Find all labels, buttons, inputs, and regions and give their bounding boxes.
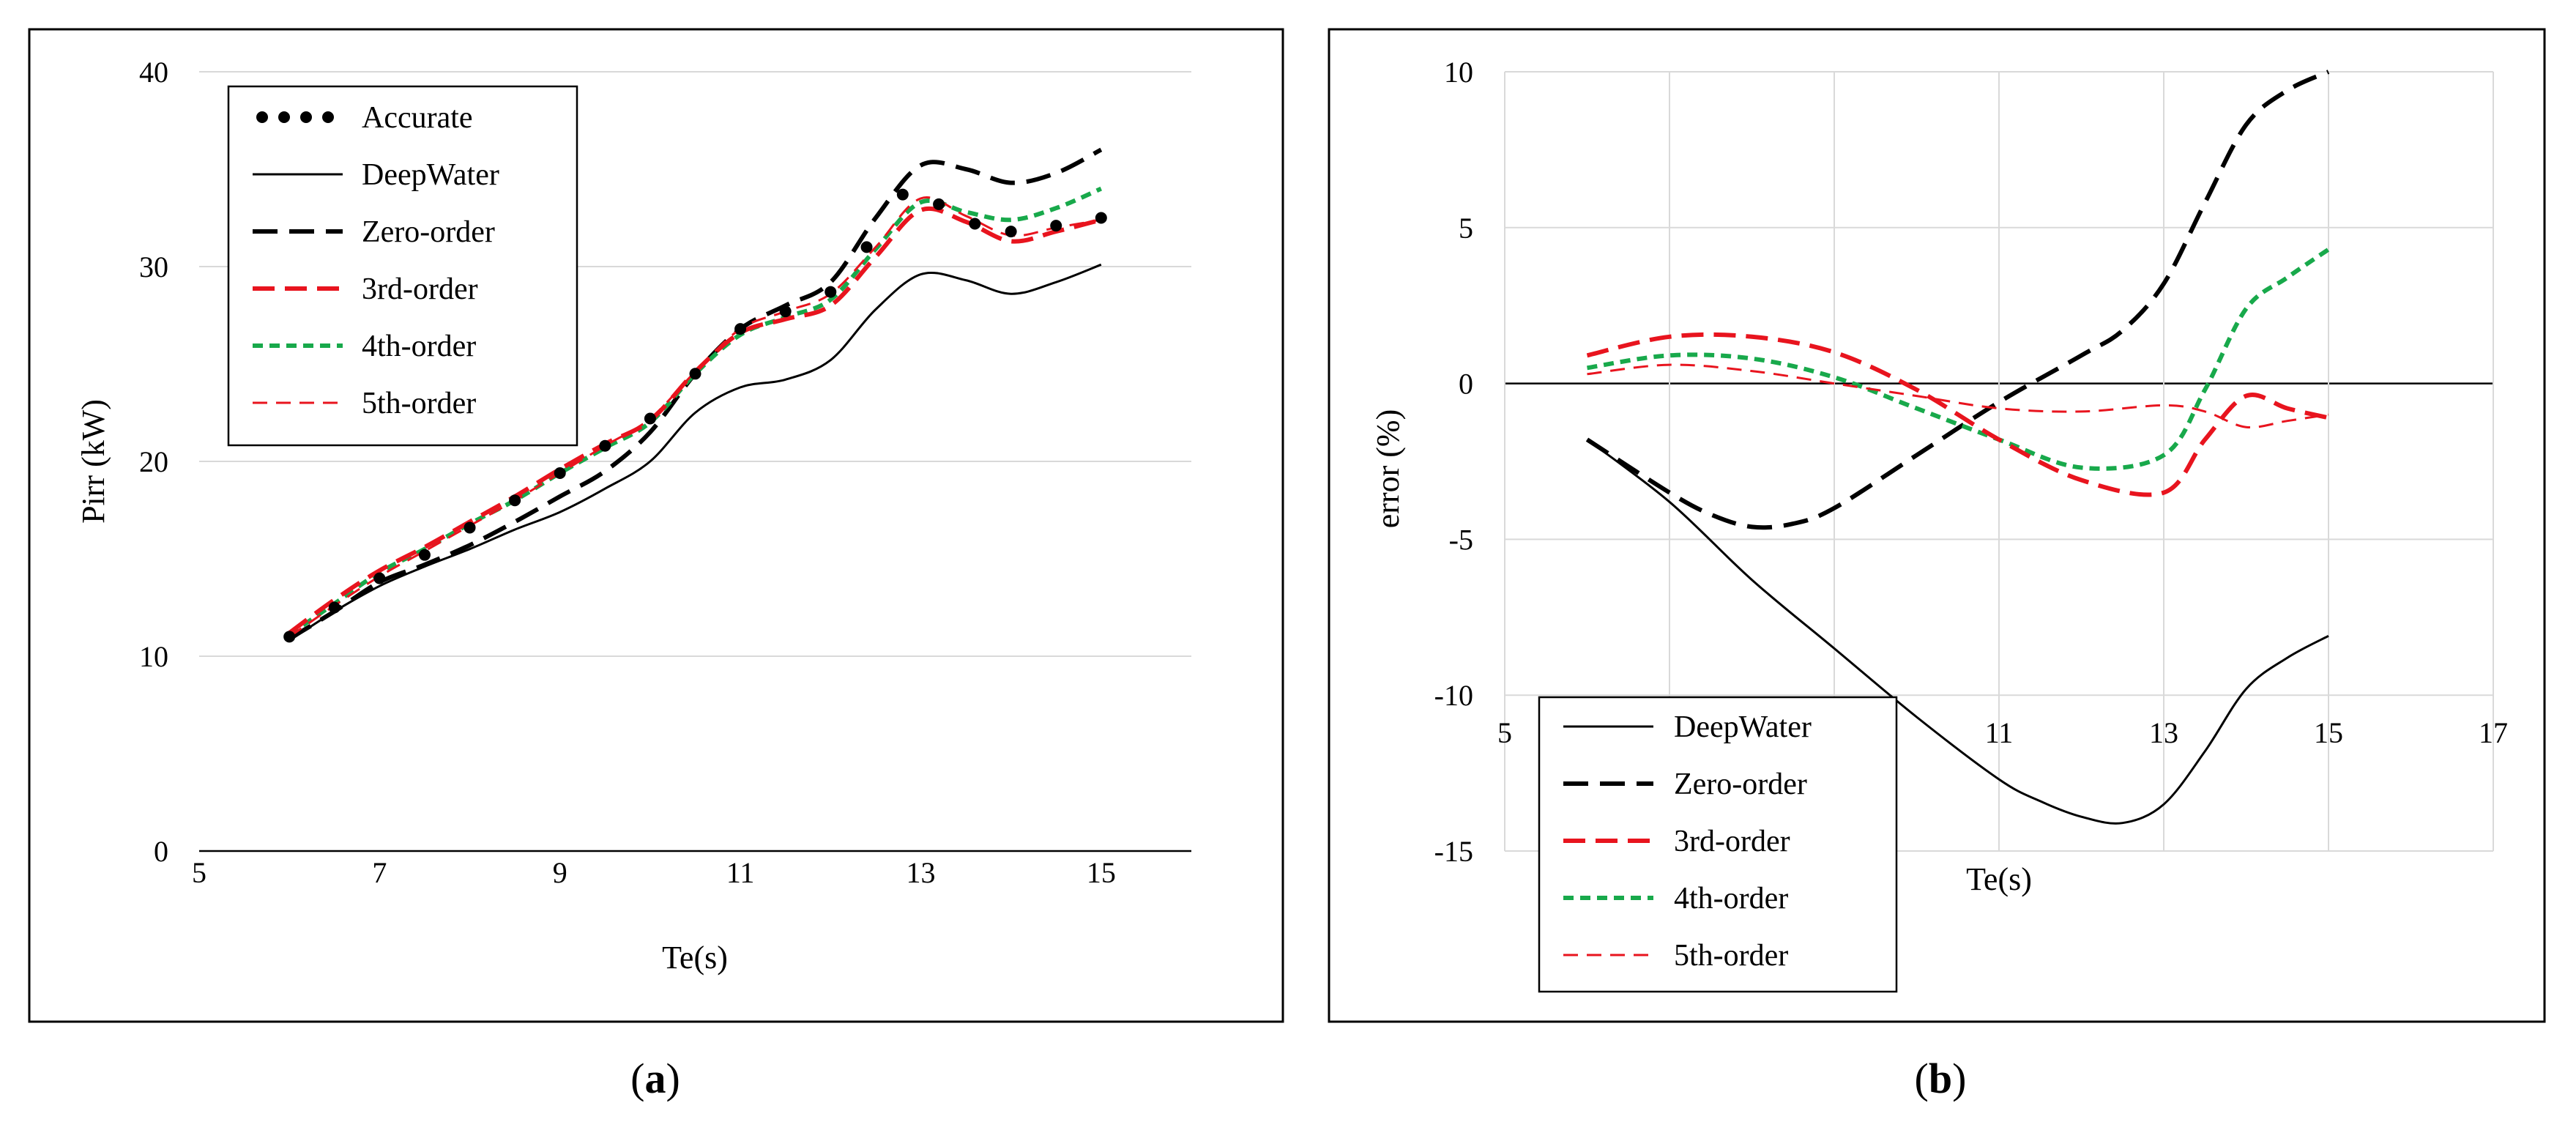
panel-a-y-axis-label: Pirr (kW)	[75, 399, 111, 524]
legend-entry-3rd-order: 3rd-order	[1563, 825, 1790, 858]
panel-a-series	[283, 147, 1107, 643]
legend-entry-zero-order: Zero-order	[253, 215, 495, 249]
x-tick-label: 13	[906, 856, 935, 889]
legend-label-3rd-order: 3rd-order	[1674, 825, 1790, 858]
data-point	[689, 368, 701, 380]
data-point	[824, 286, 837, 298]
legend-entry-5th-order: 5th-order	[1563, 939, 1788, 973]
data-point	[418, 549, 431, 561]
caption-b-letter: b	[1929, 1055, 1952, 1102]
panel-b-legend-box	[1538, 696, 1898, 993]
data-point	[328, 601, 340, 614]
panel-a-legend-box	[227, 85, 578, 447]
x-tick-label: 9	[553, 856, 567, 889]
legend-label-4th-order: 4th-order	[1674, 882, 1788, 915]
legend-label-3rd-order: 3rd-order	[362, 272, 478, 306]
y-tick-label: 0	[154, 835, 168, 868]
caption-a-letter: a	[645, 1055, 666, 1102]
legend-entry-4th-order: 4th-order	[253, 330, 476, 363]
data-point	[1095, 212, 1107, 224]
x-tick-label: 5	[1497, 716, 1512, 749]
data-point	[933, 198, 945, 210]
series-3rd-order	[1586, 332, 2329, 497]
data-point	[464, 521, 476, 534]
x-tick-label: 11	[1985, 716, 2014, 749]
panel-b-series	[1585, 70, 2330, 825]
y-tick-label: 0	[1459, 368, 1473, 401]
legend-label-accurate: Accurate	[362, 101, 473, 135]
data-point	[373, 572, 386, 584]
data-point	[599, 439, 611, 452]
caption-b-open: (	[1915, 1055, 1929, 1102]
x-tick-label: 13	[2149, 716, 2178, 749]
y-tick-label: 10	[139, 640, 168, 673]
series-deepwater	[1586, 439, 2329, 825]
legend-label-deepwater: DeepWater	[1674, 710, 1812, 744]
x-tick-label: 11	[726, 856, 755, 889]
x-tick-label: 15	[2314, 716, 2343, 749]
panel-a-y-tick-labels: 0 10 20 30 40	[139, 56, 168, 868]
legend-label-deepwater: DeepWater	[362, 158, 499, 192]
data-point	[644, 412, 656, 425]
legend-entry-zero-order: Zero-order	[1563, 768, 1807, 801]
x-tick-label: 5	[192, 856, 206, 889]
legend-entry-deepwater: DeepWater	[1563, 710, 1812, 744]
y-tick-label: -15	[1434, 835, 1473, 868]
y-tick-label: 20	[139, 445, 168, 478]
panel-a-x-axis-label: Te(s)	[662, 940, 728, 976]
legend-entry-accurate: Accurate	[256, 101, 473, 135]
legend-entry-5th-order: 5th-order	[253, 387, 476, 420]
legend-label-4th-order: 4th-order	[362, 330, 476, 363]
caption-b-close: )	[1952, 1055, 1966, 1102]
x-tick-label: 17	[2479, 716, 2508, 749]
series-4th-order	[1587, 248, 2330, 471]
caption-a-open: (	[630, 1055, 644, 1102]
legend-swatch-accurate	[256, 111, 334, 123]
y-tick-label: 30	[139, 250, 168, 283]
legend-entry-4th-order: 4th-order	[1563, 882, 1788, 915]
series-zero-order	[1585, 70, 2330, 530]
data-point	[734, 323, 747, 335]
panel-a: 5 7 9 11 13 15 0 10 20 30 40 Te(s) Pirr (kW) Accu…	[28, 28, 1284, 1023]
legend-label-zero-order: Zero-order	[362, 215, 495, 249]
panel-b-x-axis-label: Te(s)	[1966, 861, 2032, 897]
legend-label-zero-order: Zero-order	[1674, 768, 1807, 801]
panel-a-legend: Accurate DeepWater Zero-order 3rd-order …	[227, 85, 578, 447]
series-5th-order	[1587, 363, 2329, 429]
data-point	[969, 218, 981, 230]
panel-b-legend: DeepWater Zero-order 3rd-order 4th-order…	[1538, 696, 1898, 993]
data-point	[1005, 226, 1017, 238]
panel-a-x-tick-labels: 5 7 9 11 13 15	[192, 856, 1116, 889]
legend-label-5th-order: 5th-order	[1674, 939, 1788, 973]
x-tick-label: 15	[1087, 856, 1116, 889]
panel-a-gridlines	[199, 71, 1191, 852]
data-point	[1050, 220, 1062, 232]
caption-b: (b)	[1915, 1055, 1967, 1102]
data-point	[860, 241, 873, 253]
y-tick-label: 40	[139, 56, 168, 89]
data-point	[896, 188, 909, 201]
series-accurate	[283, 188, 1107, 643]
panel-b-frame	[1328, 28, 2546, 1023]
legend-entry-3rd-order: 3rd-order	[253, 272, 478, 306]
data-point	[779, 305, 792, 318]
caption-a: (a)	[630, 1055, 680, 1102]
caption-a-close: )	[666, 1055, 680, 1102]
data-point	[554, 467, 566, 479]
y-tick-label: 5	[1459, 212, 1473, 245]
series-5th-order	[289, 196, 1102, 638]
legend-label-5th-order: 5th-order	[362, 387, 476, 420]
panel-b-y-tick-labels: -15 -10 -5 0 5 10	[1434, 56, 1473, 868]
y-tick-label: -10	[1434, 679, 1473, 712]
panel-b-y-axis-label: error (%)	[1370, 409, 1406, 528]
x-tick-label: 7	[372, 856, 387, 889]
data-point	[283, 631, 296, 643]
y-tick-label: -5	[1449, 523, 1473, 556]
y-tick-label: 10	[1444, 56, 1473, 89]
legend-entry-deepwater: DeepWater	[253, 158, 499, 192]
data-point	[509, 494, 521, 507]
